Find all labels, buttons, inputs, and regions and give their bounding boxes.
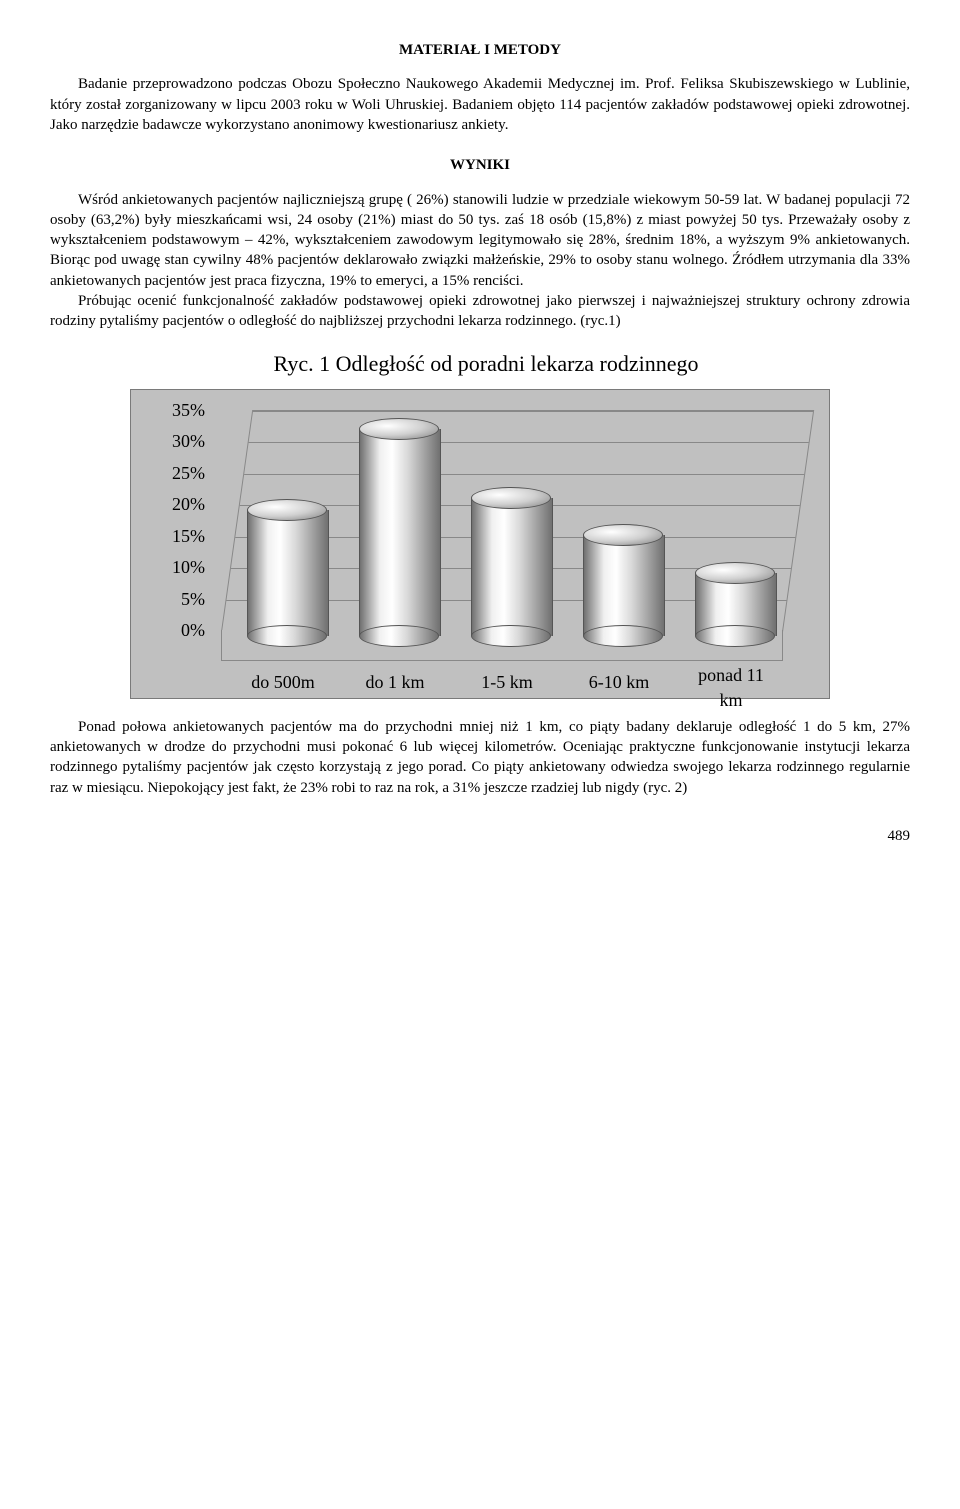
chart-gridline bbox=[249, 442, 809, 443]
chart-bar bbox=[359, 407, 439, 658]
results-paragraph-2: Próbując ocenić funkcjonalność zakładów … bbox=[50, 291, 910, 332]
chart-bar-bottom bbox=[359, 625, 439, 647]
chart-bar-body bbox=[471, 498, 553, 636]
chart-bar-body bbox=[359, 429, 441, 636]
chart-x-tick-label: do 1 km bbox=[340, 670, 450, 694]
methods-paragraph: Badanie przeprowadzono podczas Obozu Spo… bbox=[50, 74, 910, 135]
chart-bar-body bbox=[583, 535, 665, 636]
chart-y-tick-label: 30% bbox=[131, 429, 205, 453]
results-paragraph-1: Wśród ankietowanych pacjentów najlicznie… bbox=[50, 190, 910, 291]
chart-bar-top bbox=[471, 487, 551, 509]
chart-figure-1: Ryc. 1 Odległość od poradni lekarza rodz… bbox=[130, 349, 830, 699]
chart-bar bbox=[471, 476, 551, 658]
chart-bar-bottom bbox=[583, 625, 663, 647]
chart-bar-bottom bbox=[247, 625, 327, 647]
chart-x-tick-label: 1-5 km bbox=[452, 670, 562, 694]
section-heading-results: WYNIKI bbox=[50, 155, 910, 175]
chart-bar-top bbox=[359, 418, 439, 440]
page-number: 489 bbox=[50, 826, 910, 846]
chart-bar bbox=[695, 551, 775, 658]
chart-gridline bbox=[253, 411, 813, 412]
chart-bar-bottom bbox=[695, 625, 775, 647]
section-heading-methods: MATERIAŁ I METODY bbox=[50, 40, 910, 60]
chart-x-tick-label: 6-10 km bbox=[564, 670, 674, 694]
chart-bar-top bbox=[695, 562, 775, 584]
chart-plot-area: 0% 5% 10% 15% 20% 25% 30% 35% do 500mdo 1 km1-5 … bbox=[130, 389, 830, 699]
chart-gridline bbox=[244, 474, 804, 475]
chart-y-tick-label: 35% bbox=[131, 398, 205, 422]
chart-y-tick-label: 15% bbox=[131, 523, 205, 547]
chart-bar bbox=[583, 513, 663, 658]
chart-y-tick-label: 10% bbox=[131, 555, 205, 579]
chart-bar-bottom bbox=[471, 625, 551, 647]
post-chart-paragraph: Ponad połowa ankietowanych pacjentów ma … bbox=[50, 717, 910, 798]
chart-y-tick-label: 20% bbox=[131, 492, 205, 516]
chart-title: Ryc. 1 Odległość od poradni lekarza rodz… bbox=[142, 349, 830, 379]
chart-y-tick-label: 5% bbox=[131, 586, 205, 610]
chart-y-tick-label: 0% bbox=[131, 618, 205, 642]
chart-y-tick-label: 25% bbox=[131, 461, 205, 485]
chart-bar bbox=[247, 488, 327, 658]
chart-bar-body bbox=[247, 510, 329, 636]
chart-x-tick-label: do 500m bbox=[228, 670, 338, 694]
chart-x-tick-label: ponad 11km bbox=[676, 663, 786, 712]
